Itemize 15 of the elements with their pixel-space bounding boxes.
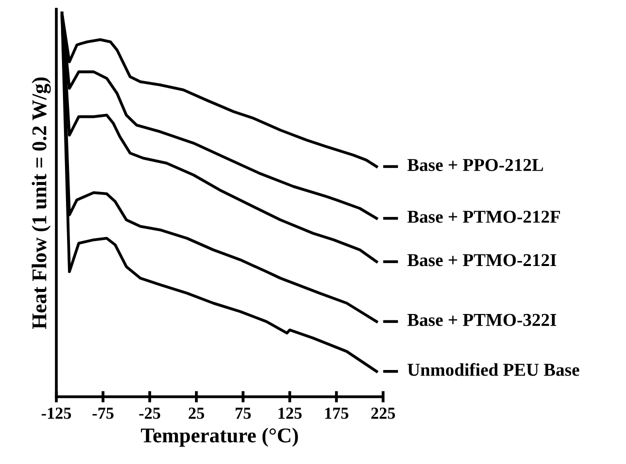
x-tick-label: 75 <box>236 408 251 419</box>
legend-label: Base + PTMO-212F <box>407 210 560 223</box>
x-tick-label: 25 <box>188 408 204 419</box>
x-tick-label: -125 <box>42 408 72 419</box>
x-tick-label: -25 <box>139 408 160 419</box>
legend-label: Base + PPO-212L <box>407 158 544 172</box>
x-axis-title: Temperature (°C) <box>140 428 298 447</box>
x-tick-label: 225 <box>371 408 396 419</box>
x-tick-label: 125 <box>278 408 302 419</box>
y-axis-title: Heat Flow (1 unit = 0.2 W/g) <box>32 78 51 330</box>
legend-label: Unmodified PEU Base <box>408 363 580 376</box>
legend-label: Base + PTMO-212I <box>407 254 556 266</box>
x-tick-label: -75 <box>92 408 114 419</box>
x-tick-label: 175 <box>325 408 348 419</box>
legend-label: Base + PTMO-322I <box>407 314 556 326</box>
